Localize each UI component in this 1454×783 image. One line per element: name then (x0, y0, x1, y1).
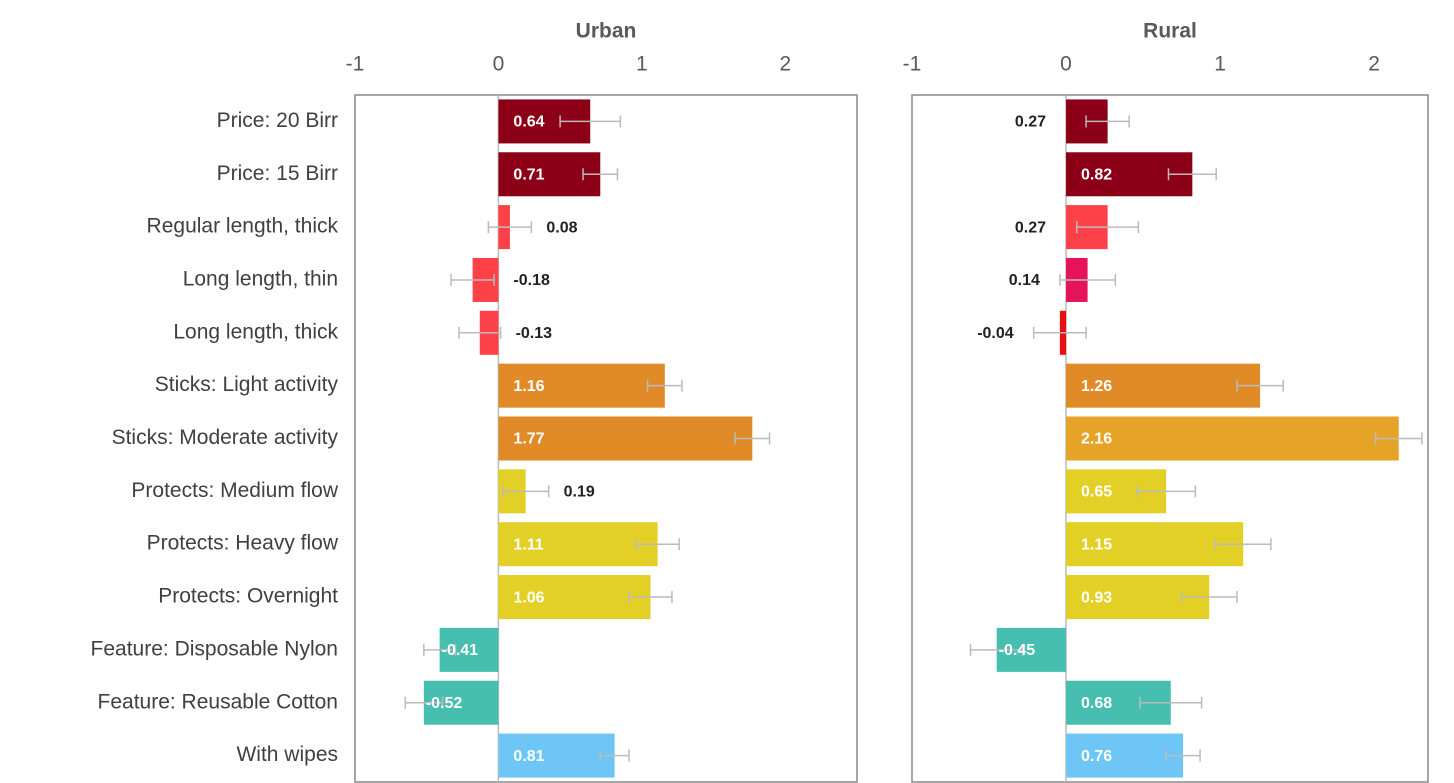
x-tick-label: 1 (636, 53, 648, 76)
value-label: -0.04 (977, 325, 1014, 342)
category-label: Price: 15 Birr (217, 162, 338, 185)
value-label: 1.06 (513, 589, 544, 606)
category-label: Regular length, thick (147, 215, 339, 238)
value-label: 0.81 (513, 748, 544, 765)
value-label: 1.11 (513, 536, 543, 553)
value-label: 0.82 (1081, 166, 1112, 183)
category-label: Long length, thin (183, 268, 338, 291)
value-label: -0.41 (442, 642, 479, 659)
value-label: 2.16 (1081, 431, 1112, 448)
bar (1066, 363, 1261, 408)
value-label: -0.45 (999, 642, 1036, 659)
value-label: -0.52 (426, 695, 463, 712)
x-tick-label: 1 (1214, 53, 1226, 76)
value-label: 0.14 (1009, 272, 1040, 289)
value-label: 0.65 (1081, 484, 1112, 501)
plot-frame (911, 94, 1429, 783)
panel-title: Rural (1143, 20, 1197, 43)
category-label: Protects: Overnight (158, 585, 338, 608)
value-label: 0.71 (513, 166, 544, 183)
value-label: 0.08 (546, 219, 577, 236)
x-tick-label: 0 (1060, 53, 1072, 76)
category-label: Price: 20 Birr (217, 109, 338, 132)
category-label: Sticks: Moderate activity (112, 426, 339, 449)
x-tick-label: -1 (903, 53, 922, 76)
x-tick-label: 2 (779, 53, 791, 76)
value-label: 0.93 (1081, 589, 1112, 606)
bar (1066, 416, 1399, 461)
panel-title: Urban (576, 20, 637, 43)
value-label: 0.27 (1015, 114, 1046, 131)
value-label: 0.76 (1081, 748, 1112, 765)
value-label: 0.19 (564, 484, 595, 501)
value-label: -0.13 (516, 325, 553, 342)
bar (498, 733, 615, 778)
x-tick-label: 0 (493, 53, 505, 76)
bar (1066, 733, 1184, 778)
category-label: Long length, thick (173, 320, 338, 343)
category-label: Sticks: Light activity (155, 373, 339, 396)
x-tick-label: -1 (346, 53, 365, 76)
value-label: 1.16 (513, 378, 544, 395)
bar (498, 522, 658, 567)
bar (498, 416, 753, 461)
value-label: 1.77 (513, 431, 544, 448)
category-label: With wipes (236, 743, 338, 766)
category-label: Feature: Disposable Nylon (91, 637, 338, 660)
plot-frame (354, 94, 858, 783)
category-label: Feature: Reusable Cotton (98, 690, 338, 713)
value-label: 0.64 (513, 114, 544, 131)
bar (498, 575, 651, 620)
value-label: 0.27 (1015, 219, 1046, 236)
bar (1066, 522, 1244, 567)
bar (498, 363, 665, 408)
category-label: Protects: Medium flow (131, 479, 338, 502)
value-label: -0.18 (513, 272, 550, 289)
value-label: 0.68 (1081, 695, 1112, 712)
category-label: Protects: Heavy flow (147, 532, 339, 555)
value-label: 1.15 (1081, 536, 1112, 553)
value-label: 1.26 (1081, 378, 1112, 395)
x-tick-label: 2 (1368, 53, 1380, 76)
